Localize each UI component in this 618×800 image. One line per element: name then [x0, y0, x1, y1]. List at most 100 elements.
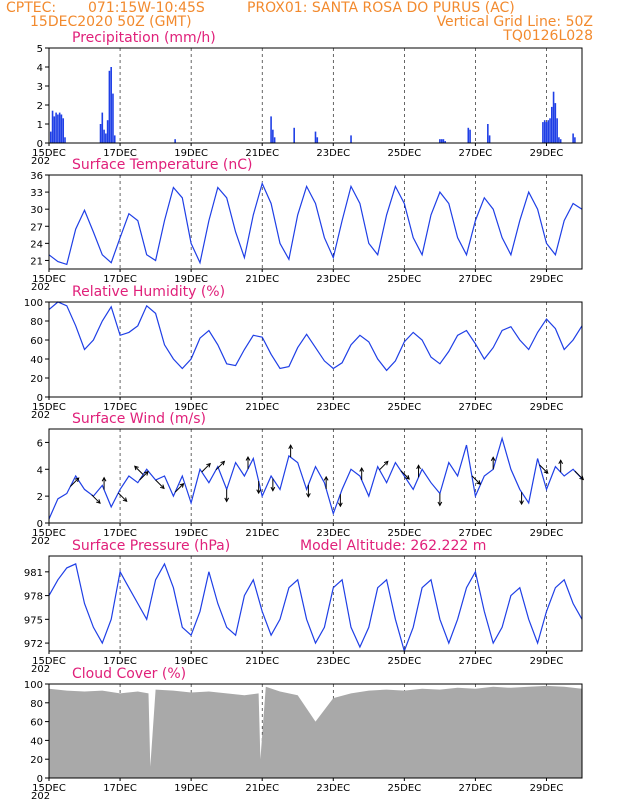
- wind-wind-arrowhead: [224, 497, 230, 503]
- wind-wind-arrowhead: [476, 480, 481, 485]
- precip-ytick-label: 2: [37, 101, 43, 112]
- wind-wind-arrow: [174, 483, 184, 493]
- wind-year-fragment: 202: [31, 536, 50, 547]
- cloud-xtick-label: 23DEC: [316, 783, 350, 794]
- precip-bar: [552, 91, 555, 143]
- wind-wind-arrowhead: [220, 460, 226, 466]
- wind-wind-arrow: [215, 461, 225, 471]
- precip-bar: [113, 135, 116, 143]
- pres-title: Surface Pressure (hPa): [72, 538, 230, 554]
- precip-bar: [57, 114, 59, 143]
- precip-bar: [554, 103, 557, 143]
- wind-wind-arrowhead: [288, 444, 293, 449]
- cloud-xtick-label: 27DEC: [459, 783, 493, 794]
- temp-xtick-label: 25DEC: [387, 274, 421, 285]
- precip-xtick-label: 17DEC: [103, 148, 137, 159]
- precip-bar: [488, 135, 491, 143]
- cloud-ytick-label: 80: [30, 699, 43, 710]
- precip-bar: [53, 116, 56, 143]
- wind-xtick-label: 21DEC: [245, 528, 279, 539]
- cloud-year-fragment: 202: [31, 791, 50, 800]
- precip-bar: [549, 118, 551, 143]
- wind-wind-arrowhead: [96, 499, 101, 504]
- wind-ytick-label: 6: [37, 438, 43, 449]
- rh-xtick-label: 27DEC: [459, 402, 493, 413]
- precip-ytick-label: 4: [37, 63, 43, 74]
- wind-wind-arrowhead: [579, 475, 585, 481]
- precip-bar: [49, 131, 52, 143]
- wind-xtick-label: 23DEC: [316, 528, 350, 539]
- temp-ytick-label: 36: [30, 171, 43, 182]
- wind-wind-arrow: [134, 465, 144, 476]
- wind-wind-arrow: [379, 461, 389, 471]
- header: CPTEC: 071:15W-10:45S PROX01: SANTA ROSA…: [0, 0, 618, 48]
- cloud-frame: [48, 683, 583, 779]
- rh-xtick-label: 29DEC: [530, 402, 564, 413]
- temp-series-line: [48, 181, 583, 266]
- pres-year-fragment: 202: [31, 664, 50, 675]
- pres-xtick-label: 17DEC: [103, 656, 137, 667]
- precip-xtick-label: 29DEC: [530, 148, 564, 159]
- rh-ytick-label: 60: [30, 336, 43, 347]
- wind-wind-arrowhead: [405, 475, 410, 480]
- precip-bar: [108, 70, 111, 143]
- cloud-title: Cloud Cover (%): [72, 666, 186, 682]
- precip-bar: [316, 137, 319, 143]
- wind-wind-arrow: [201, 463, 211, 473]
- precip-bar: [112, 93, 114, 143]
- precip-bar: [547, 120, 550, 143]
- precip-bar: [350, 135, 352, 143]
- precip-bar: [487, 124, 489, 143]
- precip-bar: [174, 139, 176, 143]
- temp-ytick-label: 33: [30, 188, 43, 199]
- wind-wind-arrowhead: [122, 497, 128, 503]
- wind-wind-arrowhead: [306, 493, 311, 498]
- precip-bar: [55, 112, 57, 143]
- wind-xtick-label: 19DEC: [174, 528, 208, 539]
- wind-xtick-label: 29DEC: [530, 528, 564, 539]
- temp-year-fragment: 202: [31, 282, 50, 293]
- wind-wind-arrowhead: [519, 500, 524, 506]
- temp-xtick-label: 29DEC: [530, 274, 564, 285]
- precip-bar: [440, 139, 443, 143]
- temp-ytick-label: 27: [30, 222, 43, 233]
- rh-ytick-label: 0: [37, 393, 43, 404]
- wind-wind-arrowhead: [144, 470, 149, 476]
- wind-wind-arrowhead: [206, 462, 211, 468]
- precip-bar: [439, 139, 441, 143]
- temp-frame: [48, 174, 583, 270]
- rh-ytick-label: 20: [30, 374, 43, 385]
- precip-bar: [467, 127, 470, 143]
- wind-wind-arrowhead: [359, 466, 365, 472]
- wind-wind-arrowhead: [160, 484, 165, 490]
- pres-ytick-label: 972: [24, 639, 43, 650]
- wind-wind-arrow: [539, 464, 549, 474]
- pres-xtick-label: 15DEC: [32, 656, 66, 667]
- header-coords: 071:15W-10:45S: [88, 0, 205, 16]
- precip-bar: [51, 110, 54, 143]
- cloud-xtick-label: 19DEC: [174, 783, 208, 794]
- wind-wind-arrow: [117, 492, 128, 502]
- header-grid-note: Vertical Grid Line: 50Z: [436, 14, 593, 30]
- wind-wind-arrowhead: [338, 502, 343, 508]
- precip-ytick-label: 3: [37, 82, 43, 93]
- wind-ytick-label: 2: [37, 492, 43, 503]
- wind-wind-arrow: [139, 471, 149, 481]
- precip-bar: [62, 118, 65, 143]
- wind-wind-arrowhead: [383, 460, 389, 466]
- wind-wind-arrowhead: [134, 465, 139, 471]
- header-model-id: TQ0126L028: [503, 28, 593, 44]
- precip-bar: [105, 133, 107, 143]
- wind-wind-arrowhead: [558, 459, 564, 464]
- cloud-xtick-label: 29DEC: [530, 783, 564, 794]
- rh-title: Relative Humidity (%): [72, 284, 225, 300]
- precip-bar: [444, 141, 446, 143]
- temp-xtick-label: 23DEC: [316, 274, 350, 285]
- precip-bar: [60, 114, 63, 143]
- precip-bar: [545, 122, 548, 143]
- wind-wind-arrowhead: [490, 456, 496, 462]
- pres-xtick-label: 23DEC: [316, 656, 350, 667]
- temp-xtick-label: 15DEC: [32, 274, 66, 285]
- wind-wind-arrowhead: [323, 475, 329, 481]
- precip-xtick-label: 19DEC: [174, 148, 208, 159]
